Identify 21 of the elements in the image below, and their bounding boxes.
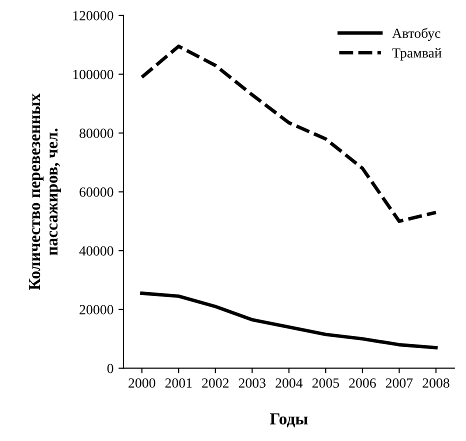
- x-tick-label: 2006: [349, 378, 376, 388]
- x-tick-label: 2007: [386, 378, 413, 388]
- x-tick-label: 2002: [202, 378, 229, 388]
- x-tick-label: 2000: [128, 378, 156, 388]
- legend-label: Трамвай: [392, 48, 442, 60]
- y-tick-label: 60000: [80, 187, 114, 197]
- y-tick-label: 120000: [73, 11, 114, 20]
- x-tick-label: 2005: [312, 378, 340, 388]
- legend-label: Автобус: [392, 28, 440, 41]
- x-axis-title: Годы: [270, 413, 308, 428]
- x-tick-label: 2008: [422, 378, 450, 388]
- y-tick-label: 80000: [80, 128, 114, 138]
- y-tick-label: 40000: [79, 246, 114, 256]
- x-tick-label: 2004: [276, 378, 303, 388]
- x-tick-label: 2003: [238, 378, 266, 388]
- y-axis-title: Количество перевезенных пассажиров, чел.: [29, 93, 61, 290]
- y-tick-label: 100000: [73, 70, 114, 80]
- line-series: [140, 292, 438, 350]
- y-tick-label: 20000: [80, 305, 114, 314]
- y-tick-label: 0: [107, 364, 114, 374]
- x-tick-label: 2001: [165, 378, 192, 388]
